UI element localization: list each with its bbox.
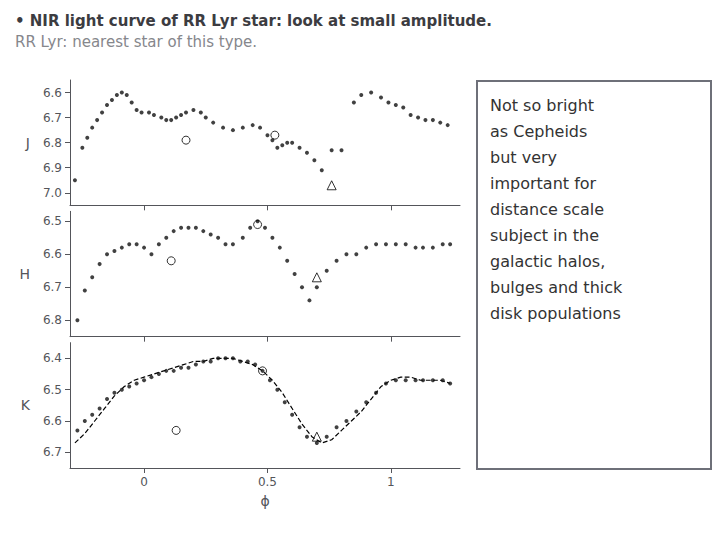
svg-text:6.9: 6.9 <box>43 161 62 175</box>
svg-text:but very: but very <box>490 148 557 167</box>
svg-text:bulges and thick: bulges and thick <box>490 278 623 297</box>
svg-text:J: J <box>25 135 30 151</box>
svg-text:6.8: 6.8 <box>43 313 62 327</box>
svg-text:galactic halos,: galactic halos, <box>490 252 605 271</box>
svg-text:K: K <box>21 397 31 413</box>
svg-text:6.5: 6.5 <box>43 214 62 228</box>
svg-text:6.6: 6.6 <box>43 247 62 261</box>
svg-text:subject in the: subject in the <box>490 226 599 245</box>
svg-text:disk populations: disk populations <box>490 304 621 323</box>
svg-text:H: H <box>19 266 30 282</box>
svg-text:important for: important for <box>490 174 597 193</box>
svg-text:Not so bright: Not so bright <box>490 96 594 115</box>
svg-text:6.4: 6.4 <box>43 351 62 365</box>
svg-text:distance scale: distance scale <box>490 200 604 219</box>
svg-text:• NIR light curve of RR Lyr st: • NIR light curve of RR Lyr star: look a… <box>15 12 492 30</box>
svg-text:6.8: 6.8 <box>43 136 62 150</box>
svg-text:6.6: 6.6 <box>43 414 62 428</box>
svg-text:0: 0 <box>140 475 148 489</box>
svg-text:RR Lyr: nearest star of this t: RR Lyr: nearest star of this type. <box>15 33 257 51</box>
svg-text:6.7: 6.7 <box>43 111 62 125</box>
svg-text:7.0: 7.0 <box>43 186 62 200</box>
svg-text:ϕ: ϕ <box>260 493 269 509</box>
svg-text:0.5: 0.5 <box>258 475 277 489</box>
svg-text:6.7: 6.7 <box>43 280 62 294</box>
svg-text:6.5: 6.5 <box>43 383 62 397</box>
svg-text:1: 1 <box>387 475 395 489</box>
svg-text:6.6: 6.6 <box>43 86 62 100</box>
svg-text:as Cepheids: as Cepheids <box>490 122 587 141</box>
svg-text:6.7: 6.7 <box>43 445 62 459</box>
